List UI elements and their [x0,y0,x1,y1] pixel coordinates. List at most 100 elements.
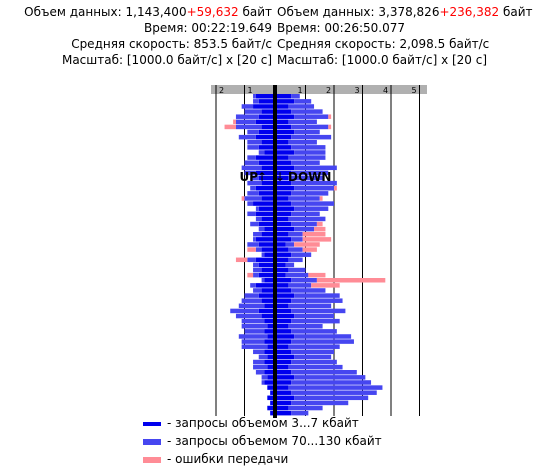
download-bar-small [277,375,295,380]
upload-bar-large [253,267,262,273]
upload-bar-small [264,318,273,324]
upload-bar-small [264,329,273,334]
download-bar-small [277,293,295,298]
upload-bar-error [247,247,256,252]
download-bar-small [277,364,289,370]
download-bar-large [294,150,326,155]
download-bar-large [291,124,329,130]
upload-tick-label: 2 [219,86,224,95]
download-bar-small [277,257,289,263]
upload-bar-large [250,283,256,288]
upload-bar-small [270,410,273,416]
upload-bar-small [258,206,273,211]
download-bar-large [294,206,329,211]
upload-bar-large [261,278,265,283]
upload-bar-error [241,196,245,201]
upload-bar-small [258,99,273,104]
upload-bar-small [267,375,273,380]
download-bar-large [291,145,326,150]
up-arrow-icon: ↑ [257,170,267,184]
upload-bar-large [253,364,268,370]
download-bar-large [291,288,326,293]
upload-bar-large [258,226,265,232]
download-bar-large [291,318,340,324]
download-bar-error [302,237,332,242]
upload-bar-large [247,242,259,247]
download-bar-large [294,226,315,232]
upload-bar-small [255,94,273,99]
download-bar-small [277,201,292,206]
upload-bar-small [267,405,273,411]
upload-bar-large [238,334,268,339]
upload-bar-small [255,237,273,242]
upload-bar-small [258,262,273,268]
upload-bar-large [250,175,259,181]
download-bar-large [291,191,329,196]
download-bar-small [277,237,292,242]
legend-item-small: - запросы объемом 3...7 кбайт [143,414,382,432]
download-bar-large [288,232,303,237]
legend-swatch-large [143,438,161,445]
upload-bar-small [261,216,273,222]
download-tick-label: 2 [326,86,331,95]
download-bar-small [277,155,289,160]
upload-bar-small [261,180,273,186]
download-bar-large [291,109,323,114]
download-bar-small [277,262,286,268]
chart-overlay: UP ↑ ↓ DOWN [239,170,331,184]
download-bar-large [288,267,306,273]
download-bar-large [288,385,383,390]
download-scale: Масштаб: [1000.0 байт/с] x [20 с] [277,53,488,67]
upload-bar-large [238,303,265,309]
upload-bar-large [247,145,259,150]
download-bar-large [294,334,352,339]
upload-bar-error [224,124,236,130]
download-bar-small [277,226,295,232]
upload-bar-large [230,308,259,314]
download-bar-small [277,160,292,165]
download-bar-small [277,145,292,150]
upload-bar-large [247,201,254,206]
upload-bar-large [253,99,259,104]
download-bar-small [277,349,292,355]
upload-title: UP [239,170,258,184]
legend-item-large: - запросы объемом 70...130 кбайт [143,432,382,450]
upload-bar-small [261,247,273,252]
download-bar-small [277,221,292,227]
download-bar-small [277,278,292,283]
upload-bar-large [253,288,262,293]
download-bar-small [277,359,292,365]
download-bar-small [277,283,289,288]
download-bar-large [285,262,295,268]
upload-bar-small [258,272,273,278]
upload-bar-small [264,349,273,355]
upload-volume: Объем данных: 1,143,400+59,632 байт [24,5,272,19]
download-bar-large [288,324,323,329]
download-bar-small [277,410,292,416]
download-bar-small [277,324,289,329]
download-bar-small [277,354,295,360]
upload-bar-large [253,262,259,268]
download-bar-large [294,293,340,298]
upload-bar-small [255,211,273,217]
upload-bar-large [253,349,265,355]
upload-bar-large [247,129,259,135]
download-bar-large [291,380,372,385]
upload-bar-large [235,114,259,119]
upload-scale: Масштаб: [1000.0 байт/с] x [20 с] [61,53,272,67]
download-bar-small [277,405,289,411]
download-bar-small [277,390,292,395]
download-bar-small [277,206,295,211]
upload-bar-large [241,339,265,344]
download-title: DOWN [288,170,331,184]
download-speed: Средняя скорость: 2,098.5 байт/с [277,37,490,51]
download-bar-small [277,247,289,252]
download-bar-large [294,165,337,171]
download-bar-error [314,226,326,232]
upload-bar-small [267,354,273,360]
download-bar-error [334,186,337,191]
upload-tick-strip [211,85,273,94]
upload-bar-large [244,170,256,176]
download-bar-error [316,278,386,283]
download-bar-large [291,390,377,395]
